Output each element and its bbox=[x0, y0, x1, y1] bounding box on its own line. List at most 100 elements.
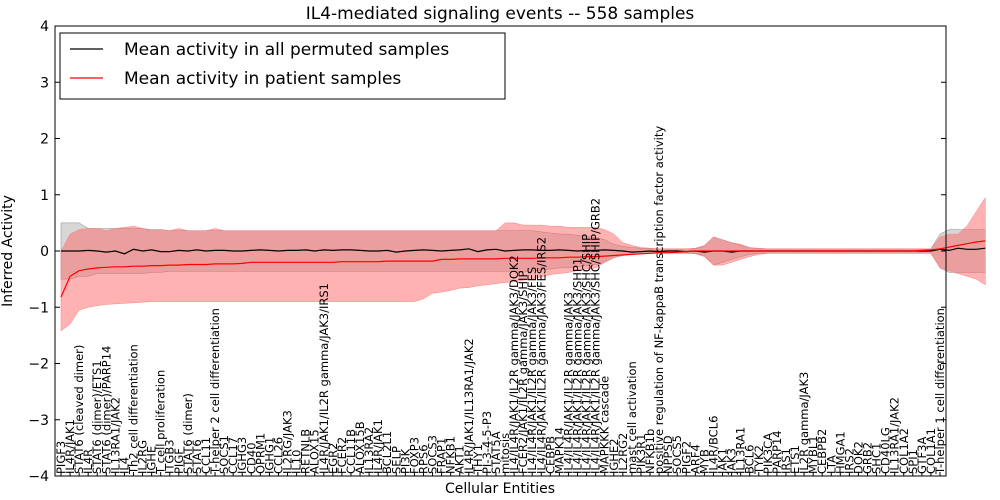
x-tick-label: PI3K bbox=[398, 448, 412, 474]
x-tick-label: NPPSD bbox=[661, 435, 675, 474]
x-tick-label: STAT6 bbox=[190, 439, 204, 474]
x-tick-label: MAPK14 bbox=[552, 427, 566, 474]
x-tick-label: ARF4 bbox=[688, 444, 702, 474]
x-tick-label: ALOX15 bbox=[308, 429, 322, 474]
x-tick-label: IL13RA1/JAK2 bbox=[108, 397, 122, 474]
y-tick-label: −3 bbox=[28, 413, 49, 429]
x-tick-label: IL2RG2 bbox=[616, 433, 630, 474]
x-tick-label: SOCS5 bbox=[670, 435, 684, 474]
x-tick-label: mitosis bbox=[498, 433, 512, 474]
x-tick-label: GTF3A bbox=[915, 437, 929, 474]
x-tick-label: IL2R gamma/JAK3 bbox=[797, 372, 811, 474]
x-tick-label: FCER2/JAK1/IL2R gamma/JAK3/SHIP bbox=[516, 271, 530, 474]
x-tick-label: OPRM1 bbox=[253, 433, 267, 474]
x-tick-label: SOCS1 bbox=[217, 435, 231, 474]
x-tick-label: T-helper 1 cell differentiation bbox=[933, 308, 947, 475]
x-tick-label: MYBL1 bbox=[806, 435, 820, 474]
x-tick-label: PIGF3 bbox=[54, 441, 68, 474]
x-tick-label: BCL6 bbox=[743, 445, 757, 474]
x-tick-label: LTA bbox=[824, 455, 838, 474]
patient-band bbox=[60, 196, 986, 332]
x-tick-label: FOXP3 bbox=[407, 437, 421, 474]
x-tick-label: STAT6 (dimer)/PARP14 bbox=[99, 346, 113, 474]
x-tick-label: PI-3-4-5-P3 bbox=[480, 411, 494, 474]
x-tick-label: HMGA1 bbox=[833, 431, 847, 474]
x-tick-label: ITGB3 bbox=[163, 439, 177, 474]
x-tick-label: MYB bbox=[697, 449, 711, 474]
x-tick-label: COL1A2 bbox=[897, 428, 911, 474]
x-tick-label: AKT1 bbox=[453, 445, 467, 474]
y-tick-label: 4 bbox=[40, 19, 49, 35]
x-tick-label: CEBPB2 bbox=[815, 429, 829, 474]
x-tick-label: CCL26 bbox=[272, 437, 286, 474]
x-tick-label: FRAP1 bbox=[435, 438, 449, 474]
x-tick-label: IL4/IL4R/JAK1/IL2R gamma/JAK3 bbox=[562, 292, 576, 474]
y-tick-label: 3 bbox=[40, 75, 49, 91]
chart-title: IL4-mediated signaling events -- 558 sam… bbox=[306, 4, 695, 24]
x-tick-label: IGHG1 bbox=[262, 437, 276, 474]
x-tick-label: IL2RG bbox=[136, 440, 150, 474]
x-tick-label: PIK3CA bbox=[761, 433, 775, 474]
x-tick-label: PIGF bbox=[172, 448, 186, 474]
x-tick-label: Th2 cell differentiation bbox=[127, 344, 141, 475]
x-tick-label: CCL11B bbox=[344, 429, 358, 474]
x-tick-label: FCER2 bbox=[335, 437, 349, 474]
x-tick-label: IL10 bbox=[290, 450, 304, 474]
x-tick-label: STAT6 (dimer)/ETS1 bbox=[90, 360, 104, 474]
x-tick-label: mast cell activation bbox=[625, 361, 639, 474]
x-tick-label: IL4/IL4R/JAK1/IL2R gamma/JAK3/FES bbox=[525, 267, 539, 474]
x-tick-label: NFKB1 bbox=[444, 436, 458, 474]
x-tick-label: CCL11 bbox=[199, 437, 213, 474]
confidence-bands bbox=[60, 196, 986, 332]
x-tick-label: SOCS3 bbox=[426, 435, 440, 474]
y-tick-label: 2 bbox=[40, 132, 49, 148]
x-tick-label: IL4/IL4R/JAK1/IL2R gamma/JAK3/FES/IRS2 bbox=[534, 237, 548, 474]
x-tick-label: IL4/IL4R/JAK1/IL2R gamma/JAK3/SHC/SHIP bbox=[580, 234, 594, 474]
x-tick-label: DOK2 bbox=[851, 441, 865, 474]
x-tick-label: IL4R/JAK1/IL13RA1/JAK2 bbox=[462, 338, 476, 474]
x-tick-label: IL4/IL4R/JAK1/IL2R gamma/JAK3/SHP1 bbox=[571, 258, 585, 474]
x-tick-label: IL13RA1/JAK2 bbox=[888, 397, 902, 474]
legend-patient-label: Mean activity in patient samples bbox=[124, 69, 401, 89]
x-tick-label: IL4R bbox=[81, 449, 95, 474]
x-tick-label: IL13RA2 bbox=[362, 427, 376, 474]
y-tick-label: −2 bbox=[28, 357, 49, 373]
x-tick-label: IL4/IL4R/JAK1/IL2R gamma/JAK3/DOK2 bbox=[507, 255, 521, 474]
x-tick-label: GRB2 bbox=[861, 442, 875, 474]
x-tick-label: PARP14 bbox=[770, 430, 784, 474]
x-tick-label: IL4R/JAK1 bbox=[371, 419, 385, 474]
x-tick-label: STAT6 (dimer) bbox=[181, 393, 195, 474]
x-tick-label: positive regulation of NF-kappaB transcr… bbox=[652, 126, 666, 474]
x-tick-label: SPI1 bbox=[906, 449, 920, 474]
x-tick-label: IL13RA1 bbox=[734, 427, 748, 474]
x-tick-label: SELP bbox=[389, 446, 403, 474]
legend: Mean activity in all permuted samples Me… bbox=[59, 32, 506, 100]
x-tick-label: IL4R/BCL6 bbox=[707, 416, 721, 474]
x-tick-label: CD40 bbox=[244, 442, 258, 474]
y-tick-label: −4 bbox=[28, 469, 49, 485]
x-tick-label: BCL2L1 bbox=[380, 431, 394, 474]
x-tick-label: NFKB1b bbox=[643, 429, 657, 474]
x-tick-label: RPS6 bbox=[417, 444, 431, 474]
x-tick-label: IGHE bbox=[145, 446, 159, 474]
x-tick-label: JAK3 bbox=[725, 448, 739, 475]
x-tick-label: MAPKKK cascade bbox=[598, 376, 612, 474]
x-tick-label: IL4R/JAK1 bbox=[63, 419, 77, 474]
x-tick-label: TYK2 bbox=[752, 445, 766, 475]
y-tick-label: −1 bbox=[28, 300, 49, 316]
x-tick-label: JAK1 bbox=[716, 448, 730, 475]
x-tick-label: EGR2 bbox=[326, 443, 340, 475]
mean-lines bbox=[60, 240, 986, 298]
x-tick-label: T-helper 2 cell differentiation bbox=[208, 308, 222, 475]
x-tick-label: IL4R/JAK1/IL2R gamma/JAK3/IRS1 bbox=[317, 283, 331, 474]
x-tick-label: THY1 bbox=[471, 444, 485, 475]
x-tick-label: IL4 bbox=[117, 457, 131, 474]
x-tick-label: ETS1 bbox=[788, 445, 802, 474]
x-tick-label: IGHG3 bbox=[235, 437, 249, 474]
x-tick-label: IRS2 bbox=[842, 448, 856, 474]
y-axis-label: Inferred Activity bbox=[0, 195, 16, 307]
x-tick-label: IL2RG/JAK3 bbox=[281, 410, 295, 474]
x-tick-label: CCL17 bbox=[226, 437, 240, 474]
